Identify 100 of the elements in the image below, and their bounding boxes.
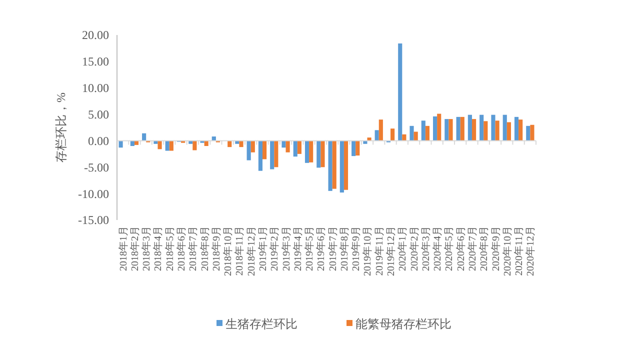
x-tick-label: 2019年6月 [315,226,328,271]
bar [444,119,449,141]
bar [410,126,414,141]
x-tick-label: 2018年3月 [140,226,153,271]
bar [340,140,344,193]
x-tick-label: 2018年1月 [117,226,130,271]
bar [262,140,267,160]
bar [356,140,360,156]
bar [421,120,426,141]
x-tick-label: 2018年7月 [187,226,200,271]
bar [286,140,290,152]
bar [448,119,453,141]
bar [304,140,310,163]
bar [506,122,511,141]
bar [293,140,298,157]
x-tick-label: 2020年10月 [501,226,514,276]
y-tick-label: 10.00 [82,81,109,96]
bar [204,140,208,146]
x-tick-label: 2020年1月 [396,226,409,271]
bar [363,140,368,144]
x-tick-label: 2019年3月 [280,226,292,271]
bar [480,114,484,141]
bar [258,140,262,171]
x-tick-label: 2018年8月 [198,226,211,271]
bar [468,114,472,141]
x-tick-label: 2019年12月 [385,226,398,276]
x-tick-label: 2020年8月 [478,226,490,271]
x-tick-label: 2018年4月 [152,226,164,271]
bar [118,140,123,148]
y-tick-label: -5.00 [84,160,109,174]
x-tick-label: 2019年9月 [350,226,362,271]
bar [192,140,197,150]
bar [316,140,321,168]
bar [526,126,530,141]
legend-label: 生猪存栏环比 [226,317,298,332]
x-tick-label: 2018年9月 [210,226,222,271]
bar [165,140,170,151]
bar [158,140,162,150]
x-tick-label: 2020年9月 [490,226,502,271]
x-tick-label: 2020年12月 [524,226,537,276]
bar [154,140,158,144]
x-tick-label: 2018年6月 [176,226,188,271]
y-tick-label: 20.00 [82,28,109,42]
x-tick-label: 2019年11月 [373,226,386,276]
x-tick-label: 2018年10月 [222,226,234,276]
bar [378,120,383,141]
x-tick-label: 2019年7月 [326,226,339,271]
bar [282,140,286,148]
bar [188,140,193,144]
bar [495,120,500,141]
bar [344,140,348,190]
bar [460,116,464,141]
x-tick-label: 2020年7月 [466,226,478,271]
x-tick-label: 2018年2月 [128,226,141,271]
bar [134,140,139,145]
bar [484,121,488,141]
x-tick-label: 2020年4月 [432,226,444,271]
x-tick-label: 2019年2月 [268,226,281,271]
bar [328,140,332,191]
bar [425,126,430,141]
bar [398,43,402,141]
bar [309,140,314,162]
x-tick-label: 2018年11月 [234,226,246,276]
bar [270,140,274,170]
bar [518,120,523,141]
y-tick-label: 15.00 [82,54,109,69]
y-tick-label: -15.00 [78,213,109,228]
bar [437,114,442,141]
bar [530,124,534,141]
y-tick-label: 0.00 [88,134,109,148]
bar [491,114,496,141]
bar [390,128,395,141]
bar [374,130,379,141]
x-tick-label: 2018年12月 [245,226,258,276]
x-tick-label: 2018年5月 [164,226,176,271]
x-tick-label: 2019年5月 [304,226,316,271]
y-tick-label: -10.00 [78,186,109,201]
x-tick-label: 2020年11月 [513,226,526,276]
y-axis-title: 存栏环比，% [54,92,68,162]
bar [235,140,240,144]
bar [239,140,244,148]
bar [472,119,476,141]
bar [228,140,232,148]
bar [250,140,255,152]
y-tick-label: 5.00 [88,107,109,122]
x-tick-label: 2019年1月 [256,226,269,271]
bar [246,140,251,160]
x-tick-label: 2019年4月 [292,226,304,271]
bar [502,114,507,141]
bar [414,132,418,141]
bar [297,140,302,154]
x-tick-label: 2020年5月 [443,226,456,271]
bar [320,140,325,168]
x-tick-label: 2019年10月 [362,226,374,276]
x-tick-label: 2020年3月 [420,226,432,271]
bar [169,140,174,151]
bar [130,140,134,146]
x-tick-label: 2019年8月 [338,226,350,271]
bar [514,116,519,141]
bar [456,116,460,141]
